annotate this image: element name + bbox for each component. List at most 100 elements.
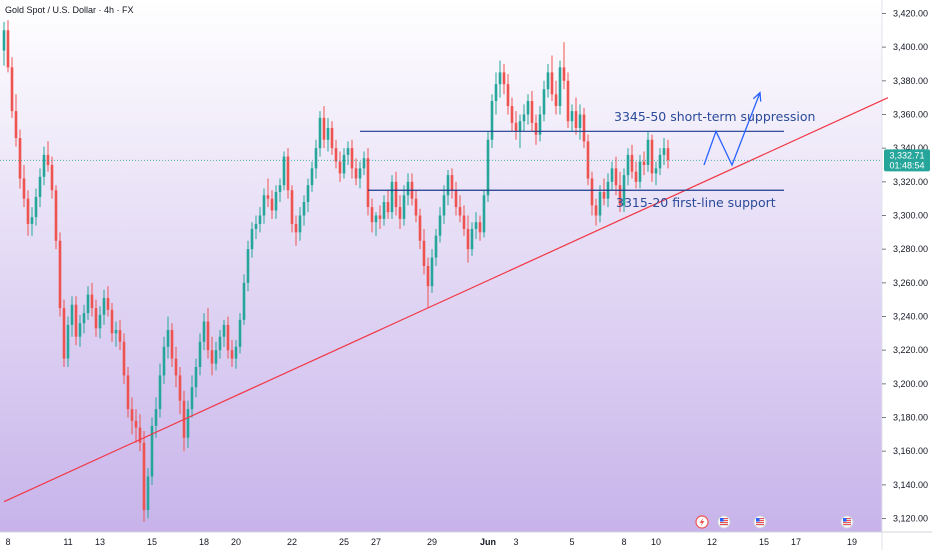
candle (178, 367, 182, 415)
price-tick-label: 3,200.00 (893, 379, 928, 389)
candle-body (102, 297, 106, 315)
candle (418, 208, 422, 250)
plot-background (0, 0, 882, 532)
candle-body (30, 217, 34, 224)
candle-body (166, 329, 170, 347)
candle (594, 198, 598, 226)
candle (630, 144, 634, 179)
candle (450, 168, 454, 199)
candle-body (254, 223, 258, 229)
candle-body (278, 185, 282, 192)
candle-body (578, 114, 582, 128)
candle (574, 97, 578, 135)
candle (478, 215, 482, 241)
price-tick-label: 3,300.00 (893, 210, 928, 220)
price-axis[interactable]: 3,420.00 3,400.00 3,380.00 3,360.00 3,340.00… (882, 8, 928, 524)
candle-body (402, 195, 406, 219)
candle (650, 134, 654, 182)
candle (154, 397, 158, 438)
flag-stripe (756, 518, 764, 519)
calendar-events[interactable] (695, 515, 854, 529)
price-tick-label: 3,340.00 (893, 143, 928, 153)
candle-body (630, 154, 634, 172)
candle (130, 397, 134, 435)
candle (522, 104, 526, 132)
projection-arrowhead (752, 91, 762, 102)
candle-body (266, 195, 270, 199)
candle (290, 185, 294, 233)
candle-body (106, 297, 110, 310)
candle (310, 161, 314, 192)
candle-body (442, 195, 446, 216)
time-tick-label: 13 (95, 537, 105, 547)
time-tick-label: 27 (371, 537, 381, 547)
candle-body (226, 324, 230, 351)
candle (570, 104, 574, 132)
candle-body (470, 228, 474, 250)
candle-body (234, 346, 238, 359)
candle-body (274, 191, 278, 211)
candle-body (430, 257, 434, 287)
price-tick-label: 3,180.00 (893, 413, 928, 423)
us-flag-icon[interactable] (753, 515, 767, 529)
time-axis[interactable]: 8 11 13 15 18 20 22 25 27 29 Jun 3 5 8 10 12 15 17 19 (5, 537, 857, 547)
candle (102, 289, 106, 325)
candle-body (250, 228, 254, 250)
candle (186, 400, 190, 448)
candle (342, 148, 346, 179)
candle-body (198, 341, 202, 368)
candle (90, 282, 94, 317)
candle (286, 148, 290, 199)
candle (282, 151, 286, 191)
candle (446, 170, 450, 206)
candle (146, 468, 150, 519)
candle-body (178, 375, 182, 401)
resistance-annotation: 3345-50 short-term suppression (614, 109, 815, 124)
candle-body (78, 323, 82, 337)
candle-body (134, 420, 138, 428)
candle-body (70, 304, 74, 325)
candle (482, 190, 486, 238)
candle (510, 97, 514, 132)
candle-body (598, 191, 602, 216)
candle (434, 228, 438, 266)
candle (258, 207, 262, 233)
candle (414, 190, 418, 223)
candle (470, 222, 474, 256)
candle (162, 336, 166, 384)
candle (38, 168, 42, 208)
candle-body (502, 72, 506, 85)
candle (114, 321, 118, 347)
candle-body (394, 181, 398, 208)
candle-body (662, 148, 666, 155)
candle-body (370, 207, 374, 223)
candle-body (654, 168, 658, 174)
candle (318, 111, 322, 157)
candle-body (10, 67, 14, 112)
candle (74, 296, 78, 346)
candle-body (382, 202, 386, 219)
candle-body (298, 215, 302, 233)
candle-body (38, 176, 42, 197)
candle-body (210, 350, 214, 364)
candle (358, 161, 362, 189)
candle-body (562, 67, 566, 81)
candle (222, 319, 226, 347)
us-flag-icon[interactable] (840, 515, 854, 529)
ascending-trendline[interactable] (3, 97, 889, 503)
candle-body (86, 294, 90, 314)
candle (426, 257, 430, 309)
candle (494, 72, 498, 115)
candle (402, 185, 406, 226)
us-flag-icon[interactable] (717, 515, 731, 529)
flag-canton (843, 518, 847, 522)
candle-body (486, 139, 490, 196)
candle-body (334, 148, 338, 162)
candle-body (126, 375, 130, 410)
event-icon[interactable] (695, 515, 709, 529)
candle-body (174, 358, 178, 376)
candle (134, 409, 138, 443)
projection-path[interactable] (703, 92, 761, 167)
time-tick-label: 12 (707, 537, 717, 547)
